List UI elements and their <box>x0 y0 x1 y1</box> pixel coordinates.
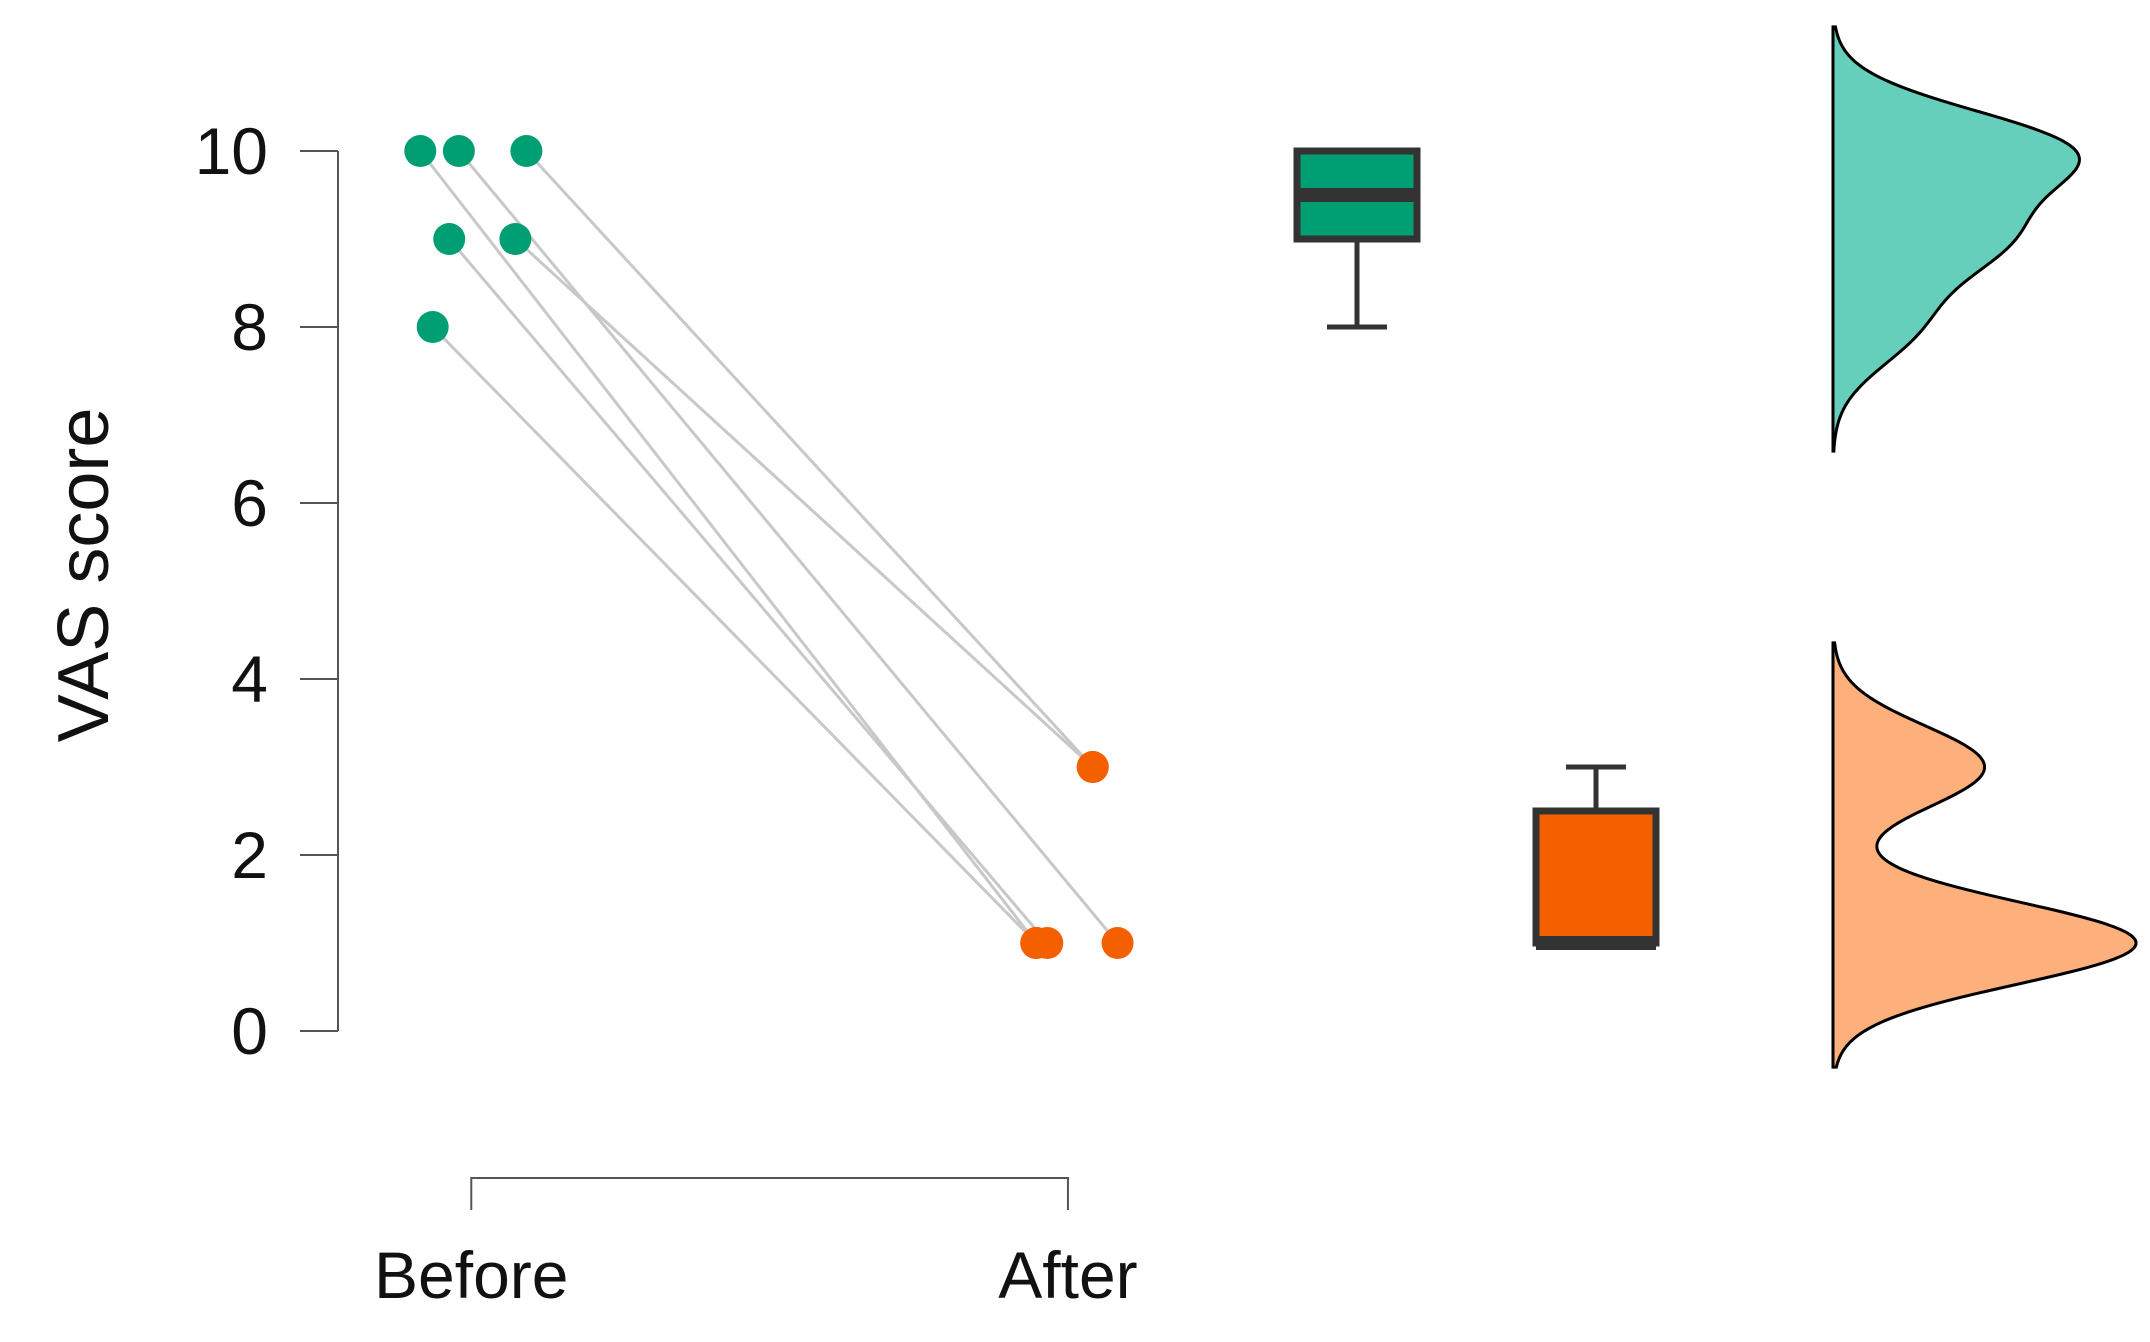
point <box>416 311 449 343</box>
x-axis <box>470 1177 1069 1210</box>
point <box>1020 927 1053 959</box>
point <box>499 223 532 255</box>
y-tick-label: 10 <box>195 114 268 188</box>
pair-line <box>431 325 1038 945</box>
density <box>1831 641 2138 1069</box>
y-axis-label: VAS score <box>44 408 124 743</box>
y-tick-label: 6 <box>231 466 268 540</box>
point <box>510 135 543 167</box>
point <box>404 135 437 167</box>
pair-line <box>514 237 1094 769</box>
box <box>1532 807 1660 947</box>
pair-line <box>419 150 1038 944</box>
point <box>1101 927 1134 959</box>
pair-line <box>525 149 1094 769</box>
y-tick-label: 8 <box>231 290 268 364</box>
point <box>442 135 475 167</box>
density <box>1831 25 2081 453</box>
pair-line <box>448 238 1049 944</box>
point <box>433 223 466 255</box>
pair-line <box>457 150 1119 944</box>
point <box>1076 751 1109 783</box>
y-tick-label: 0 <box>231 994 268 1068</box>
y-tick-label: 4 <box>231 642 268 716</box>
x-tick-label: Before <box>374 1238 568 1312</box>
y-tick-label: 2 <box>231 818 268 892</box>
x-tick-label: After <box>998 1238 1137 1312</box>
